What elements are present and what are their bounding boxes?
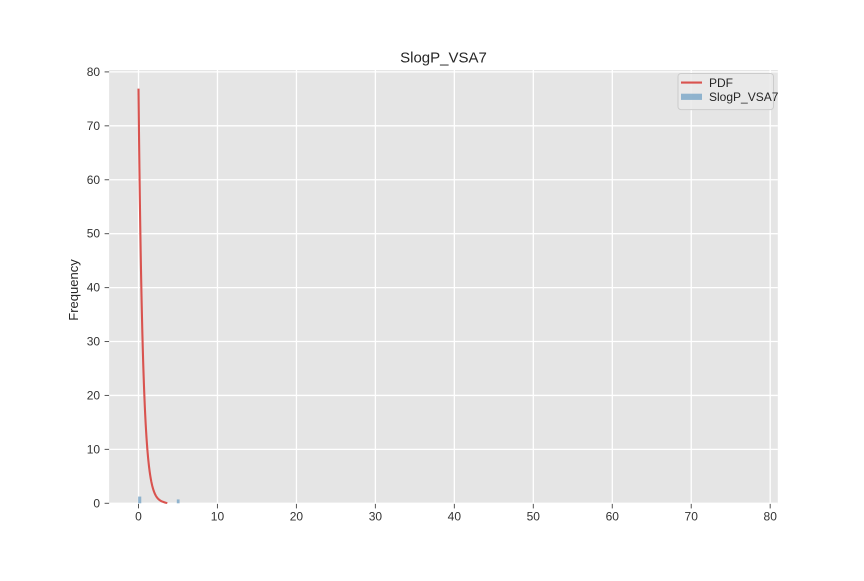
svg-text:80: 80 <box>764 509 778 523</box>
svg-text:70: 70 <box>87 119 101 133</box>
svg-text:50: 50 <box>527 509 541 523</box>
svg-text:40: 40 <box>87 281 101 295</box>
svg-text:0: 0 <box>93 496 100 510</box>
svg-text:30: 30 <box>87 335 101 349</box>
svg-text:50: 50 <box>87 227 101 241</box>
svg-text:70: 70 <box>685 509 699 523</box>
svg-text:40: 40 <box>448 509 462 523</box>
svg-text:60: 60 <box>606 509 620 523</box>
svg-text:0: 0 <box>135 509 142 523</box>
svg-text:80: 80 <box>87 65 101 79</box>
svg-text:30: 30 <box>369 509 383 523</box>
svg-text:10: 10 <box>211 509 225 523</box>
svg-text:20: 20 <box>87 388 101 402</box>
svg-text:SlogP_VSA7: SlogP_VSA7 <box>400 49 487 66</box>
svg-text:PDF: PDF <box>709 76 733 90</box>
svg-text:10: 10 <box>87 442 101 456</box>
svg-text:20: 20 <box>290 509 304 523</box>
svg-text:60: 60 <box>87 173 101 187</box>
svg-text:SlogP_VSA7: SlogP_VSA7 <box>709 90 779 104</box>
svg-text:Frequency: Frequency <box>66 259 81 321</box>
